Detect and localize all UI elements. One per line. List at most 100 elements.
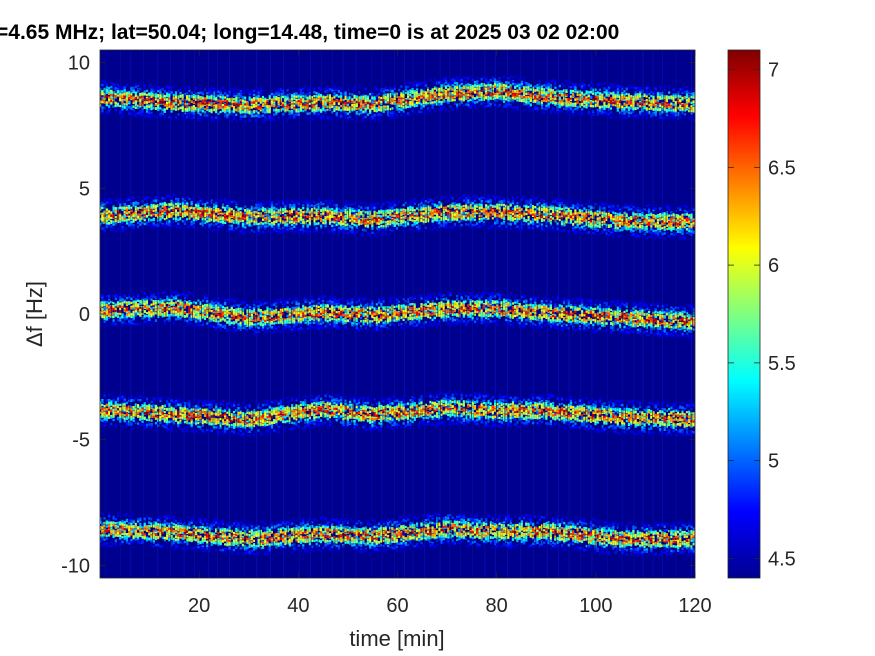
band-cell — [235, 104, 238, 108]
band-cell — [690, 101, 693, 105]
band-cell — [583, 96, 586, 99]
band-cell — [560, 90, 564, 93]
band-cell — [679, 115, 682, 118]
band-cell — [328, 95, 331, 99]
band-cell — [268, 110, 271, 113]
band-cell — [398, 88, 401, 92]
band-cell — [389, 116, 392, 120]
band-cell — [467, 96, 470, 100]
band-cell — [275, 108, 278, 112]
band-cell — [674, 113, 677, 116]
band-cell — [121, 219, 124, 222]
band-cell — [413, 105, 416, 108]
band-cell — [210, 86, 213, 89]
band-cell — [268, 114, 271, 118]
band-cell — [346, 103, 349, 107]
band-cell — [134, 94, 137, 98]
band-cell — [306, 106, 309, 110]
band-cell — [634, 115, 637, 118]
plot-area — [100, 50, 695, 578]
band-cell — [621, 109, 624, 112]
band-cell — [404, 101, 407, 104]
band-cell — [192, 116, 196, 119]
band-cell — [264, 116, 267, 119]
band-cell — [150, 92, 153, 95]
band-cell — [672, 103, 675, 106]
band-cell — [183, 104, 186, 107]
band-cell — [145, 114, 149, 118]
band-cell — [494, 92, 497, 96]
band-cell — [270, 118, 274, 122]
band-cell — [326, 86, 329, 89]
band-cell — [308, 102, 311, 105]
band-cell — [110, 85, 113, 89]
band-cell — [248, 111, 251, 115]
band-cell — [636, 107, 639, 110]
band-cell — [431, 88, 434, 91]
band-cell — [523, 76, 526, 80]
band-cell — [433, 95, 436, 98]
band-cell — [159, 94, 162, 97]
band-cell — [612, 103, 615, 107]
band-cell — [585, 98, 588, 101]
band-cell — [453, 89, 456, 92]
band-cell — [313, 104, 316, 107]
band-cell — [179, 202, 182, 206]
band-cell — [148, 196, 151, 199]
band-cell — [509, 75, 512, 78]
band-cell — [692, 118, 695, 122]
band-cell — [393, 95, 396, 98]
band-cell — [380, 97, 383, 100]
band-cell — [589, 90, 592, 93]
band-cell — [221, 108, 224, 111]
band-cell — [447, 84, 450, 87]
band-cell — [652, 95, 655, 98]
band-cell — [197, 105, 200, 108]
band-cell — [679, 102, 682, 105]
band-cell — [125, 94, 129, 97]
band-cell — [141, 226, 144, 229]
band-cell — [100, 100, 102, 103]
band-cell — [239, 95, 242, 99]
band-cell — [427, 108, 430, 112]
band-cell — [134, 82, 137, 86]
band-cell — [337, 106, 341, 109]
band-cell — [494, 85, 497, 88]
band-cell — [246, 108, 249, 111]
band-cell — [355, 100, 358, 104]
band-cell — [558, 110, 561, 113]
band-cell — [284, 103, 287, 107]
band-cell — [523, 81, 526, 85]
band-cell — [353, 100, 356, 104]
band-cell — [331, 97, 334, 100]
band-cell — [255, 101, 258, 105]
band-cell — [241, 87, 245, 91]
band-cell — [148, 115, 151, 118]
band-cell — [538, 79, 541, 82]
band-cell — [518, 92, 521, 95]
band-cell — [304, 85, 307, 89]
band-cell — [125, 97, 128, 100]
band-cell — [440, 102, 443, 106]
band-cell — [610, 116, 613, 119]
band-cell — [186, 86, 189, 89]
band-cell — [286, 97, 289, 100]
band-cell — [257, 94, 260, 98]
band-cell — [393, 100, 396, 103]
band-cell — [540, 103, 544, 107]
band-cell — [319, 97, 322, 100]
band-cell — [299, 102, 302, 105]
band-cell — [116, 94, 119, 97]
band-cell — [190, 91, 193, 95]
band-cell — [257, 113, 260, 116]
band-cell — [277, 103, 280, 106]
band-cell — [612, 113, 615, 117]
band-cell — [297, 95, 300, 98]
band-cell — [335, 113, 338, 116]
band-cell — [574, 102, 577, 105]
band-cell — [587, 97, 590, 100]
band-cell — [431, 95, 434, 98]
band-cell — [589, 95, 593, 99]
band-cell — [306, 103, 309, 106]
band-cell — [313, 112, 316, 115]
